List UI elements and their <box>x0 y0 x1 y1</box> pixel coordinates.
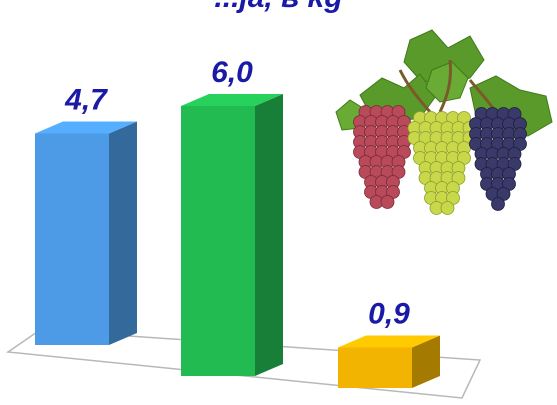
bar-top <box>181 94 283 106</box>
chart-title: ...ja, в kg <box>0 0 557 15</box>
bar <box>181 94 283 376</box>
bars-group <box>35 94 440 388</box>
data-label: 4,7 <box>64 84 108 117</box>
grape <box>380 195 395 209</box>
bar-top <box>35 121 137 134</box>
grape <box>491 197 505 211</box>
data-label: 0,9 <box>368 298 410 331</box>
bar-front <box>35 133 109 345</box>
bar <box>338 335 440 388</box>
data-label: 6,0 <box>211 56 253 89</box>
bar <box>35 121 137 345</box>
dark-grape-bunch <box>469 107 527 211</box>
bar-side <box>255 94 283 376</box>
bar-top <box>338 335 440 348</box>
vine-leaves <box>335 29 553 137</box>
bar-side <box>412 335 440 388</box>
red-grape-bunch <box>353 105 411 209</box>
grapes-illustration <box>335 29 553 215</box>
data-labels-group: 4,7 6,0 0,9 <box>64 56 410 331</box>
bar-front <box>181 106 255 376</box>
grape <box>440 201 455 215</box>
bar-front <box>338 347 412 388</box>
bar-side <box>109 121 137 345</box>
green-grape-bunch <box>407 111 477 215</box>
